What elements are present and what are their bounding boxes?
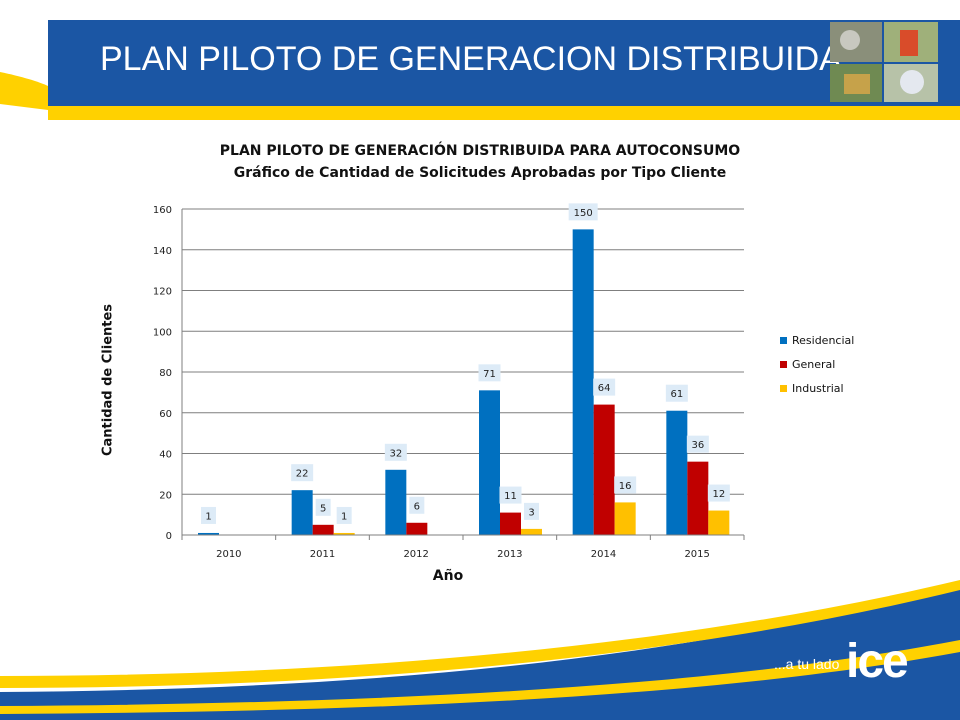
data-label-bg bbox=[524, 502, 539, 520]
y-tick-label: 40 bbox=[159, 450, 172, 461]
y-tick-label: 20 bbox=[159, 490, 172, 501]
legend-swatch-residencial bbox=[780, 336, 787, 344]
data-label-residencial: 61 bbox=[670, 389, 683, 400]
y-tick-label: 0 bbox=[166, 531, 172, 542]
chart-legend: Residencial General Industrial bbox=[780, 328, 854, 400]
x-tick-label: 2014 bbox=[591, 549, 616, 560]
bar-industrial bbox=[614, 502, 636, 535]
bar-residencial bbox=[291, 490, 313, 535]
bar-general bbox=[593, 404, 615, 535]
bar-general bbox=[687, 461, 709, 535]
data-label-bg bbox=[499, 486, 522, 504]
x-tick-label: 2011 bbox=[310, 549, 335, 560]
bar-chart: 0 20 40 60 80 100 120 140 160 2010 2011 2012 2013 201… bbox=[153, 203, 745, 560]
bar-industrial bbox=[708, 510, 730, 535]
y-tick-label: 160 bbox=[153, 205, 172, 216]
data-label-bg bbox=[201, 506, 216, 524]
bar-general bbox=[406, 522, 428, 535]
data-label-bg bbox=[593, 378, 616, 396]
data-label-bg bbox=[478, 364, 501, 382]
slogan: ...a tu lado bbox=[774, 656, 840, 672]
data-label-bg bbox=[568, 203, 598, 221]
legend-label-industrial: Industrial bbox=[792, 381, 844, 395]
data-label-general: 64 bbox=[598, 383, 611, 394]
bar-industrial bbox=[521, 528, 542, 535]
legend-swatch-general bbox=[780, 360, 787, 368]
chart-subtitle: Gráfico de Cantidad de Solicitudes Aprob… bbox=[233, 165, 727, 181]
data-label-general: 11 bbox=[504, 491, 517, 502]
ice-logo: ice bbox=[846, 635, 909, 688]
bar-industrial bbox=[333, 532, 355, 535]
slide-title: PLAN PILOTO DE GENERACION DISTRIBUIDA bbox=[100, 40, 842, 78]
data-label-residencial: 22 bbox=[296, 469, 309, 480]
bar-residencial bbox=[666, 410, 688, 535]
data-label-bg bbox=[384, 443, 407, 461]
title-bar bbox=[48, 20, 960, 106]
data-label-bg bbox=[409, 496, 425, 514]
bar-general bbox=[500, 512, 521, 535]
data-label-residencial: 32 bbox=[389, 448, 402, 459]
data-label-industrial: 12 bbox=[712, 489, 725, 500]
legend-label-residencial: Residencial bbox=[792, 333, 855, 347]
y-tick-label: 100 bbox=[153, 327, 172, 338]
data-label-general: 36 bbox=[691, 440, 704, 451]
legend-swatch-industrial bbox=[780, 384, 787, 392]
legend-item-residencial: Residencial bbox=[780, 328, 854, 352]
chart-heading: PLAN PILOTO DE GENERACIÓN DISTRIBUIDA PA… bbox=[130, 140, 830, 184]
bar-residencial bbox=[572, 229, 594, 535]
legend-item-general: General bbox=[780, 352, 854, 376]
footer-band bbox=[0, 580, 960, 720]
data-label-bg bbox=[315, 498, 331, 516]
bar-residencial bbox=[385, 469, 407, 535]
data-label-bg bbox=[336, 506, 352, 524]
data-label-bg bbox=[707, 484, 730, 502]
data-label-bg bbox=[665, 384, 688, 402]
y-tick-label: 120 bbox=[153, 287, 172, 298]
data-label-bg bbox=[291, 464, 314, 482]
y-axis-title: Cantidad de Clientes bbox=[100, 303, 116, 457]
y-tick-label: 140 bbox=[153, 246, 172, 257]
x-tick-label: 2010 bbox=[216, 549, 241, 560]
data-label-general: 5 bbox=[320, 503, 326, 514]
data-label-industrial: 16 bbox=[619, 481, 632, 492]
data-label-industrial: 3 bbox=[528, 507, 534, 518]
chart-title: PLAN PILOTO DE GENERACIÓN DISTRIBUIDA PA… bbox=[219, 143, 741, 159]
photo-collage bbox=[830, 22, 938, 102]
data-label-residencial: 150 bbox=[574, 208, 593, 219]
legend-item-industrial: Industrial bbox=[780, 376, 854, 400]
x-tick-label: 2015 bbox=[684, 549, 709, 560]
data-label-bg bbox=[614, 476, 637, 494]
legend-label-general: General bbox=[792, 357, 836, 371]
data-label-residencial: 71 bbox=[483, 369, 496, 380]
bar-general bbox=[312, 524, 334, 535]
y-tick-label: 80 bbox=[159, 368, 172, 379]
x-tick-label: 2013 bbox=[497, 549, 522, 560]
x-tick-label: 2012 bbox=[403, 549, 428, 560]
x-axis-title: Año bbox=[432, 568, 464, 584]
data-label-industrial: 1 bbox=[341, 511, 347, 522]
data-label-general: 6 bbox=[414, 501, 420, 512]
bar-residencial bbox=[198, 532, 219, 535]
bar-residencial bbox=[479, 390, 500, 535]
y-tick-label: 60 bbox=[159, 409, 172, 420]
data-label-residencial: 1 bbox=[205, 511, 211, 522]
data-label-bg bbox=[686, 435, 709, 453]
